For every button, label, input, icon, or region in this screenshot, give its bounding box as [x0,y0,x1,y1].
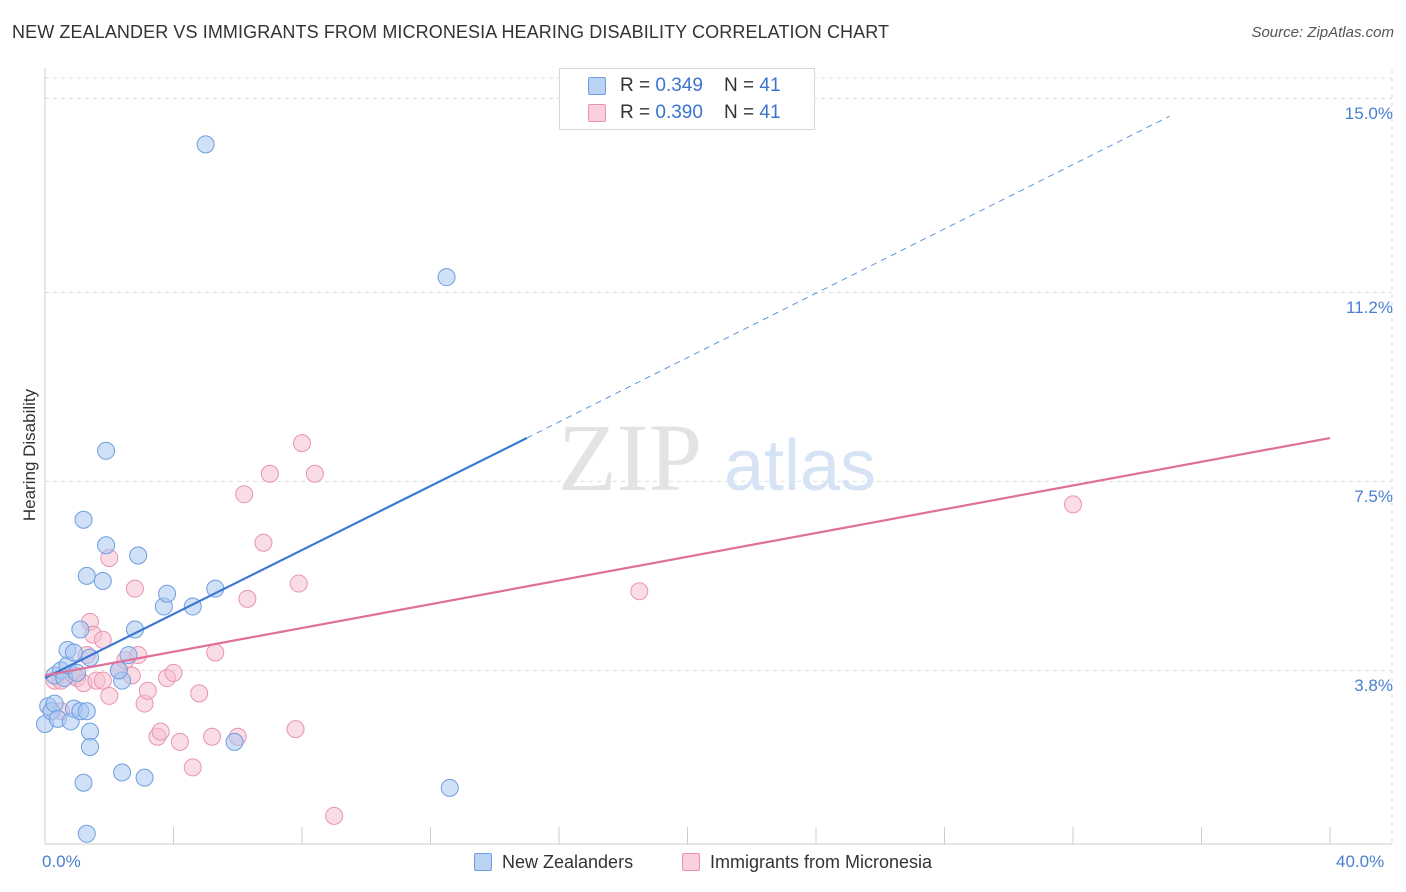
data-point-new-zealanders [97,441,116,460]
r-value: 0.390 [655,102,703,123]
data-point-micronesia [254,533,273,552]
data-point-micronesia [170,732,189,751]
trend-line-new-zealanders [44,437,528,680]
y-tick-label: 3.8% [1354,676,1393,696]
n-value: 41 [759,102,781,123]
data-point-micronesia [305,464,324,483]
chart-title: NEW ZEALANDER VS IMMIGRANTS FROM MICRONE… [12,22,890,42]
legend-item-micronesia: Immigrants from Micronesia [682,852,932,873]
data-point-micronesia [325,806,344,825]
data-point-micronesia [203,727,222,746]
trend-lines [44,115,1331,680]
x-tick-min: 0.0% [42,852,81,871]
watermark-atlas: atlas [724,426,876,506]
y-tick-label: 11.2% [1346,298,1393,318]
data-point-new-zealanders [109,661,128,680]
data-point-new-zealanders [77,566,96,585]
legend-label: Immigrants from Micronesia [710,852,933,872]
n-label: N = [724,75,760,96]
trend-line-micronesia [44,436,1331,677]
data-point-new-zealanders [196,135,215,154]
data-point-new-zealanders [80,722,99,741]
watermark-zip: ZIP [558,404,702,511]
data-point-micronesia [93,671,112,690]
data-point-new-zealanders [113,763,132,782]
legend-swatch-blue [474,853,492,871]
data-point-micronesia [235,485,254,504]
data-point-new-zealanders [74,510,93,529]
legend-swatch-pink [682,853,700,871]
data-point-new-zealanders [80,737,99,756]
data-point-new-zealanders [158,584,177,603]
data-point-micronesia [260,464,279,483]
gridlines [45,70,1393,844]
n-value: 41 [759,75,781,96]
r-label: R = [620,102,656,123]
data-point-new-zealanders [77,824,96,843]
data-point-new-zealanders [135,768,154,787]
data-point-new-zealanders [77,702,96,721]
legend-label: New Zealanders [502,852,634,872]
data-point-micronesia [630,582,649,601]
data-point-micronesia [206,643,225,662]
legend-swatch-blue [588,77,606,95]
data-point-new-zealanders [225,732,244,751]
data-point-micronesia [164,663,183,682]
data-point-micronesia [125,579,144,598]
data-point-new-zealanders [440,778,459,797]
data-point-micronesia [293,434,311,453]
data-point-new-zealanders [64,643,83,662]
data-point-new-zealanders [74,773,93,792]
legend-item-new-zealanders: New Zealanders [474,852,633,873]
axes [44,68,1392,845]
data-point-new-zealanders [71,620,90,639]
legend-swatch-pink [588,104,606,122]
data-point-new-zealanders [97,536,116,555]
r-value: 0.349 [655,75,703,96]
trend-line-new-zealanders-extension [526,115,1170,439]
y-tick-label: 7.5% [1354,487,1393,507]
data-point-micronesia [1064,495,1082,514]
n-label: N = [724,102,760,123]
r-label: R = [620,75,656,96]
data-point-micronesia [138,681,157,700]
data-point-micronesia [183,758,202,777]
source-credit: Source: ZipAtlas.com [1251,24,1394,41]
points-new-zealanders [36,135,459,843]
data-point-micronesia [289,574,308,593]
correlation-legend: R = 0.349 N = 41 R = 0.390 N = 41 [559,68,815,130]
data-point-new-zealanders [206,579,225,598]
data-point-new-zealanders [68,663,87,682]
x-tick-max: 40.0% [1336,852,1385,871]
watermark: ZIP atlas [558,404,876,511]
y-tick-label: 15.0% [1344,104,1393,124]
data-point-micronesia [151,722,170,741]
data-point-new-zealanders [129,546,148,565]
data-point-new-zealanders [437,268,456,287]
data-point-new-zealanders [45,694,64,713]
data-point-micronesia [100,686,119,705]
data-point-new-zealanders [93,572,112,591]
data-point-micronesia [286,720,305,739]
data-point-micronesia [190,684,209,703]
data-point-micronesia [238,589,257,608]
